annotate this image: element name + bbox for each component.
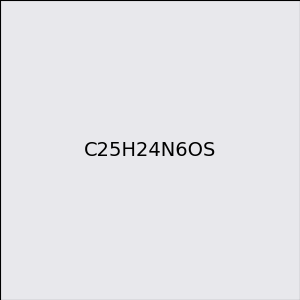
Text: C25H24N6OS: C25H24N6OS	[84, 140, 216, 160]
